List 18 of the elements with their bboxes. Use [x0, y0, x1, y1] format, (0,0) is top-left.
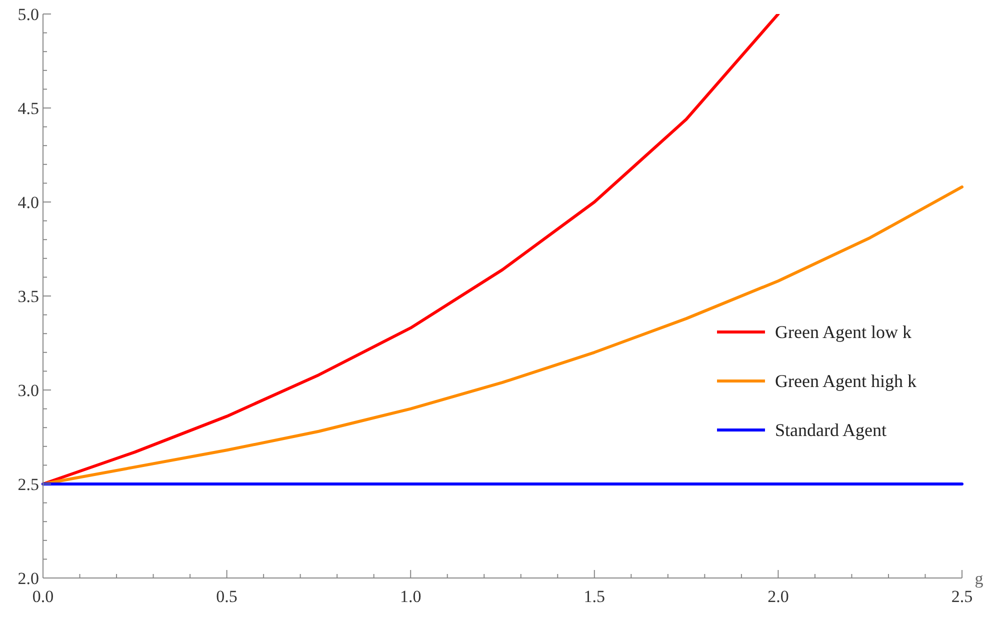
y-tick-label: 5.0	[18, 5, 39, 24]
y-tick-label: 4.5	[18, 99, 39, 118]
x-tick-label: 1.5	[584, 587, 606, 606]
y-tick-label: 2.5	[18, 475, 39, 494]
x-axis-title: g	[974, 569, 984, 588]
legend-label: Green Agent high k	[775, 371, 916, 391]
x-tick-label: 1.0	[400, 587, 422, 606]
y-tick-label: 4.0	[18, 193, 39, 212]
legend-label: Green Agent low k	[775, 322, 912, 342]
x-tick-label: 2.5	[951, 587, 973, 606]
y-tick-label: 2.0	[18, 569, 39, 588]
legend-label: Standard Agent	[775, 420, 886, 440]
y-tick-label: 3.5	[18, 287, 39, 306]
y-tick-label: 3.0	[18, 381, 39, 400]
x-tick-label: 2.0	[768, 587, 789, 606]
x-tick-label: 0.5	[216, 587, 238, 606]
x-tick-label: 0.0	[32, 587, 54, 606]
line-series	[42, 185, 964, 486]
